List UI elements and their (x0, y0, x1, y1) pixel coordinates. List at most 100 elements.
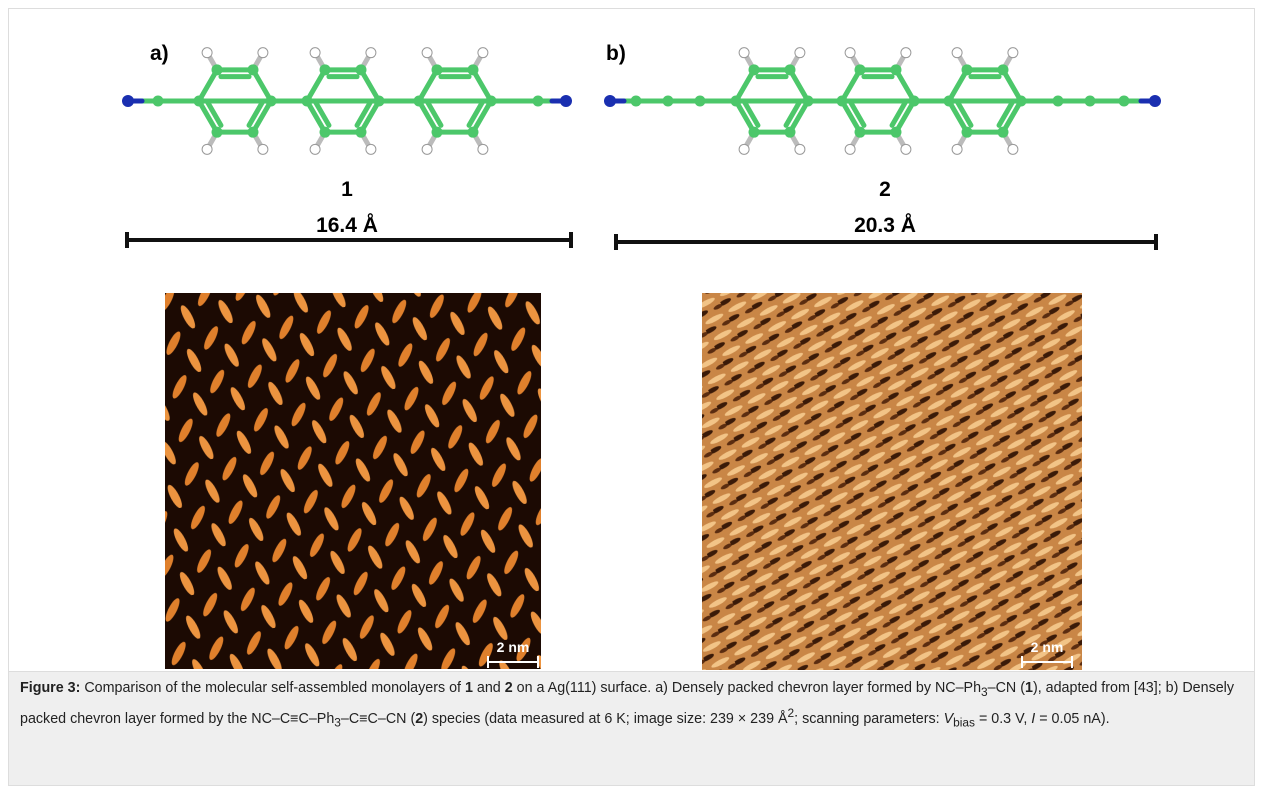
atom (891, 127, 902, 138)
atom (695, 96, 706, 107)
scale-label: 2 nm (1031, 639, 1064, 655)
atom (785, 127, 796, 138)
stm-image (165, 293, 541, 669)
length-label: 16.4 Å (316, 213, 378, 237)
compound-number: 1 (341, 178, 353, 201)
caption-run: Figure 3: (20, 680, 80, 696)
atom (998, 64, 1009, 75)
caption-run: ; scanning parameters: (794, 711, 943, 727)
atom (739, 48, 749, 58)
atom (212, 127, 223, 138)
atom (486, 96, 497, 107)
atom (845, 144, 855, 154)
caption-run: –CN ( (988, 680, 1025, 696)
atom (749, 64, 760, 75)
atom (320, 64, 331, 75)
caption-run: = 0.05 nA). (1035, 711, 1109, 727)
atom (258, 144, 268, 154)
atom (310, 48, 320, 58)
atom (962, 64, 973, 75)
molecules (122, 48, 1161, 155)
figure: a) b) 1 16.4 Å 2 20.3 Å 2 nm 2 nm (0, 0, 1263, 671)
atom (855, 64, 866, 75)
atom (310, 144, 320, 154)
atom (901, 144, 911, 154)
atom (432, 64, 443, 75)
atom (845, 48, 855, 58)
caption-run: 3 (981, 685, 988, 699)
caption-run: and (473, 680, 505, 696)
atom (749, 127, 760, 138)
atom (320, 127, 331, 138)
atom (468, 127, 479, 138)
atom (901, 48, 911, 58)
atom (432, 127, 443, 138)
atom (952, 144, 962, 154)
atom (1016, 96, 1027, 107)
atom (212, 64, 223, 75)
atom (194, 96, 205, 107)
atom (468, 64, 479, 75)
atom (803, 96, 814, 107)
atom (909, 96, 920, 107)
atom (663, 96, 674, 107)
atom (1008, 48, 1018, 58)
atom (944, 96, 955, 107)
caption-run: on a Ag(111) surface. a) Densely packed … (513, 680, 981, 696)
atom (248, 127, 259, 138)
atom (1053, 96, 1064, 107)
atom (837, 96, 848, 107)
panel-label: a) (150, 42, 169, 65)
atom (258, 48, 268, 58)
atom (731, 96, 742, 107)
atom (1119, 96, 1130, 107)
atom (366, 48, 376, 58)
atom (356, 64, 367, 75)
atom (366, 144, 376, 154)
stm-image (702, 293, 1082, 670)
atom (302, 96, 313, 107)
page: a) b) 1 16.4 Å 2 20.3 Å 2 nm 2 nm Figure… (0, 0, 1263, 784)
atom (533, 96, 544, 107)
caption-run: Comparison of the molecular self-assembl… (80, 680, 465, 696)
atom (998, 127, 1009, 138)
caption-run: –C≡C–CN ( (341, 711, 415, 727)
atom (478, 144, 488, 154)
atom (266, 96, 277, 107)
atom (891, 64, 902, 75)
atom (795, 48, 805, 58)
atom (248, 64, 259, 75)
atom (422, 48, 432, 58)
compound-number: 2 (879, 178, 891, 201)
atom (414, 96, 425, 107)
atom (1008, 144, 1018, 154)
length-bars (127, 232, 1156, 250)
panel-label: b) (606, 42, 626, 65)
atom (1085, 96, 1096, 107)
atom (855, 127, 866, 138)
atom (795, 144, 805, 154)
caption: Figure 3: Comparison of the molecular se… (8, 671, 1255, 786)
caption-run: 1 (465, 680, 473, 696)
atom (374, 96, 385, 107)
atom (153, 96, 164, 107)
atom (962, 127, 973, 138)
caption-run: 3 (334, 716, 341, 730)
atom (631, 96, 642, 107)
atom (952, 48, 962, 58)
atom (356, 127, 367, 138)
atom (739, 144, 749, 154)
caption-run: 2 (505, 680, 513, 696)
scale-label: 2 nm (497, 639, 530, 655)
caption-run: bias (953, 716, 975, 730)
length-label: 20.3 Å (854, 213, 916, 237)
caption-run: 1 (1025, 680, 1033, 696)
atom (422, 144, 432, 154)
caption-run: 2 (415, 711, 423, 727)
atom (478, 48, 488, 58)
caption-run: V (944, 711, 954, 727)
atom (785, 64, 796, 75)
caption-run: = 0.3 V, (975, 711, 1031, 727)
atom (202, 48, 212, 58)
caption-run: ) species (data measured at 6 K; image s… (423, 711, 787, 727)
